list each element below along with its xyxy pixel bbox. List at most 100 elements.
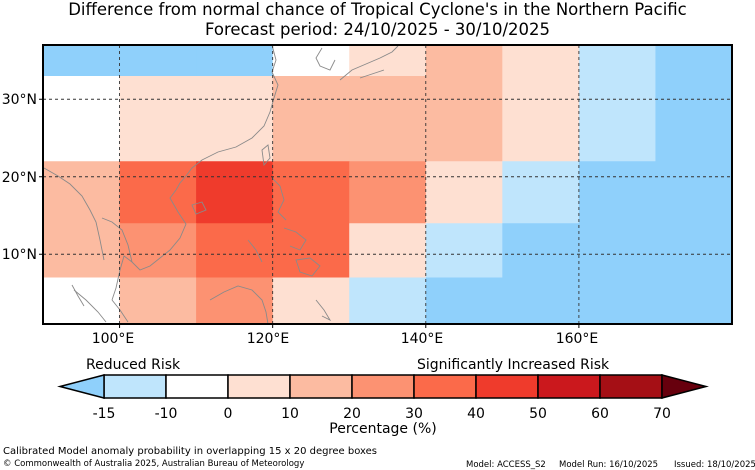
anomaly-cell xyxy=(196,277,274,325)
colorbar-bin xyxy=(103,374,167,399)
anomaly-cell xyxy=(425,277,503,325)
anomaly-cell xyxy=(425,161,503,178)
anomaly-cell xyxy=(425,76,503,100)
anomaly-cell xyxy=(578,277,656,325)
anomaly-cell xyxy=(502,99,580,162)
anomaly-cell xyxy=(349,223,427,255)
colorbar-tick: 0 xyxy=(223,406,233,422)
anomaly-cell xyxy=(502,254,580,278)
coastline-visayas xyxy=(283,227,307,251)
anomaly-cell xyxy=(349,254,427,278)
anomaly-cell xyxy=(502,223,580,255)
anomaly-cell xyxy=(196,99,274,162)
anomaly-cell xyxy=(502,176,580,224)
coastline-mindanao xyxy=(295,257,321,277)
anomaly-cell xyxy=(502,161,580,178)
colorbar-tick: -15 xyxy=(92,406,116,422)
anomaly-cell xyxy=(502,76,580,100)
anomaly-cell xyxy=(578,99,656,162)
coastline-gulf-thailand xyxy=(101,217,133,263)
anomaly-cell xyxy=(655,161,733,178)
colorbar-bin xyxy=(165,374,229,399)
colorbar-title: Percentage (%) xyxy=(329,421,437,437)
anomaly-cell xyxy=(655,223,733,255)
anomaly-cell xyxy=(655,254,733,278)
anomaly-cell xyxy=(578,223,656,255)
anomaly-cell xyxy=(272,254,350,278)
graticule xyxy=(43,45,732,324)
anomaly-cell xyxy=(425,45,503,77)
lat-label-30n: 30°N xyxy=(2,92,37,108)
anomaly-cell xyxy=(119,254,197,278)
coastline-borneo xyxy=(209,285,269,325)
colorbar-bin xyxy=(351,374,415,399)
footer-model-run: Model Run: 16/10/2025 xyxy=(559,460,659,470)
anomaly-cell xyxy=(655,76,733,100)
anomaly-cell xyxy=(578,45,656,77)
anomaly-cell xyxy=(655,277,733,325)
anomaly-cell xyxy=(119,45,197,77)
anomaly-cell xyxy=(196,223,274,255)
anomaly-cell xyxy=(119,223,197,255)
anomaly-cell xyxy=(655,176,733,224)
anomaly-cell xyxy=(349,76,427,100)
anomaly-cell xyxy=(119,277,197,325)
colorbar-tick: 60 xyxy=(591,406,609,422)
anomaly-cell xyxy=(349,277,427,325)
coastline-palawan xyxy=(247,239,263,263)
footer-model: Model: ACCESS_S2 xyxy=(466,460,546,470)
anomaly-cell xyxy=(425,176,503,224)
footer-copyright: © Commonwealth of Australia 2025, Austra… xyxy=(3,459,305,469)
coastline-luzon xyxy=(271,177,287,221)
coastline-japan xyxy=(339,45,399,81)
coastline-taiwan xyxy=(261,144,271,167)
anomaly-cell xyxy=(272,277,350,325)
lon-label-140e: 140°E xyxy=(401,331,444,347)
anomaly-cell xyxy=(43,176,121,224)
coastline-bengal xyxy=(43,167,105,261)
lat-label-20n: 20°N xyxy=(2,170,37,186)
anomaly-cell xyxy=(578,176,656,224)
lon-label-160e: 160°E xyxy=(556,331,599,347)
colorbar-bin xyxy=(599,374,663,399)
colorbar-tick: 50 xyxy=(529,406,547,422)
colorbar-extend-high xyxy=(661,374,709,399)
chart-title: Difference from normal chance of Tropica… xyxy=(68,0,687,19)
anomaly-cell xyxy=(349,176,427,224)
colorbar-bin xyxy=(289,374,353,399)
colorbar-bin xyxy=(537,374,601,399)
colorbar-tick: 30 xyxy=(405,406,423,422)
anomaly-cell xyxy=(578,254,656,278)
anomaly-cell xyxy=(43,45,121,77)
anomaly-cell xyxy=(196,161,274,178)
anomaly-cell xyxy=(655,99,733,162)
colorbar-tick: 20 xyxy=(343,406,361,422)
anomaly-cell xyxy=(655,45,733,77)
footer-caption: Calibrated Model anomaly probability in … xyxy=(3,446,378,457)
coastline-hainan xyxy=(191,201,207,215)
reduced-risk-label: Reduced Risk xyxy=(86,357,181,373)
coastline-indochina xyxy=(111,189,187,301)
anomaly-cell xyxy=(119,161,197,178)
anomaly-cell xyxy=(119,99,197,162)
anomaly-cell xyxy=(119,176,197,224)
anomaly-cell xyxy=(578,161,656,178)
colorbar-extend-low xyxy=(57,374,105,399)
axis-ticks xyxy=(39,98,580,328)
anomaly-cell xyxy=(349,99,427,162)
colorbar-tick: 40 xyxy=(467,406,485,422)
anomaly-cell xyxy=(43,277,121,325)
anomaly-cell xyxy=(502,277,580,325)
anomaly-cell xyxy=(196,176,274,224)
anomaly-cell xyxy=(349,45,427,77)
anomaly-cell xyxy=(196,254,274,278)
anomaly-cell xyxy=(43,99,121,162)
coastline-china xyxy=(175,44,279,191)
colorbar-tick: -10 xyxy=(154,406,178,422)
anomaly-cell xyxy=(425,254,503,278)
colorbar-bin xyxy=(413,374,477,399)
anomaly-cell xyxy=(119,76,197,100)
colorbar-bin xyxy=(227,374,291,399)
colorbar-bin xyxy=(475,374,539,399)
